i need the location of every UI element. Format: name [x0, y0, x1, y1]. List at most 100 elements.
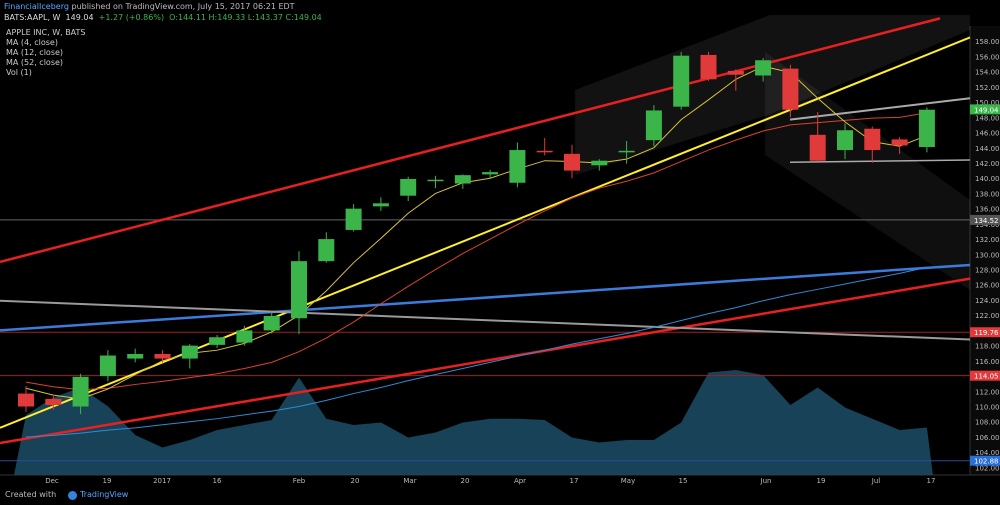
x-tick-label: 17: [570, 477, 579, 485]
candle-body: [837, 130, 853, 151]
legend-ma52[interactable]: MA (52, close): [6, 58, 64, 67]
tradingview-brand[interactable]: TradingView: [80, 490, 129, 499]
triangle-lower-line: [789, 159, 971, 163]
y-tick-label: 106.00: [975, 434, 1000, 442]
candle-body: [209, 337, 226, 345]
y-tick-label: 150.00: [975, 99, 1000, 107]
candle-body: [618, 150, 635, 153]
price-label-text: 134.52: [974, 217, 999, 225]
x-tick-label: Apr: [514, 477, 526, 485]
candle-body: [427, 179, 444, 182]
candle-body: [99, 355, 116, 377]
last-price: 149.04: [65, 13, 94, 22]
candle-body: [864, 128, 881, 151]
symbol-line: BATS:AAPL, W 149.04 +1.27 (+0.86%) O:144…: [4, 13, 322, 22]
x-tick-label: Dec: [45, 477, 59, 485]
candle-body: [154, 353, 171, 359]
price-label-box: [970, 104, 1000, 115]
price-label-box: [970, 327, 1000, 338]
price-label-text: 149.04: [974, 106, 999, 114]
candle-body: [509, 150, 526, 183]
x-tick-label: 16: [213, 477, 222, 485]
y-tick-label: 108.00: [975, 419, 1000, 427]
legend-volume[interactable]: Vol (1): [6, 68, 32, 77]
candle-body: [891, 139, 908, 146]
x-tick-label: 20: [461, 477, 470, 485]
rising-channel: [574, 14, 971, 176]
y-tick-label: 128.00: [975, 267, 1000, 275]
published-text: published on TradingView.com, July 15, 2…: [71, 2, 295, 11]
candle-body: [372, 203, 389, 207]
triangle-upper-line: [789, 97, 971, 121]
candle-body: [454, 175, 471, 184]
y-tick-label: 136.00: [975, 206, 1000, 214]
candle-body: [700, 54, 717, 80]
x-tick-label: Jul: [871, 477, 881, 485]
x-tick-label: 19: [103, 477, 112, 485]
price-change: +1.27 (+0.86%): [98, 13, 165, 22]
y-tick-label: 118.00: [975, 343, 1000, 351]
y-tick-label: 144.00: [975, 145, 1000, 153]
publisher-line: FinancialIceberg published on TradingVie…: [4, 2, 295, 11]
y-tick-label: 102.00: [975, 464, 1000, 472]
candle-body: [536, 150, 553, 153]
price-label-box: [970, 370, 1000, 381]
x-tick-label: 20: [351, 477, 360, 485]
candle-body: [755, 60, 772, 76]
y-tick-label: 112.00: [975, 388, 1000, 396]
candle-body: [127, 353, 144, 359]
y-tick-label: 146.00: [975, 130, 1000, 138]
y-tick-label: 142.00: [975, 160, 1000, 168]
legend-symbol[interactable]: APPLE INC, W, BATS: [6, 28, 86, 37]
symbol[interactable]: BATS:AAPL, W: [4, 13, 61, 22]
candle-body: [782, 68, 799, 110]
legend-ma12[interactable]: MA (12, close): [6, 48, 64, 57]
ohlc-values: O:144.11 H:149.33 L:143.37 C:149.04: [169, 13, 322, 22]
y-tick-label: 104.00: [975, 449, 1000, 457]
x-tick-label: 2017: [153, 477, 171, 485]
lower-red-trendline: [0, 277, 971, 445]
y-tick-label: 140.00: [975, 175, 1000, 183]
y-tick-label: 122.00: [975, 312, 1000, 320]
candle-body: [72, 376, 89, 407]
created-with-text: Created with: [5, 490, 57, 499]
candle-body: [564, 153, 580, 171]
publisher-name[interactable]: FinancialIceberg: [4, 2, 69, 11]
candle-body: [591, 160, 608, 166]
y-tick-label: 156.00: [975, 53, 1000, 61]
candle-body: [263, 315, 280, 331]
candle-body: [918, 109, 935, 148]
y-tick-label: 152.00: [975, 84, 1000, 92]
candle-body: [45, 398, 62, 405]
legend-ma4[interactable]: MA (4, close): [6, 38, 58, 47]
x-tick-label: 19: [817, 477, 826, 485]
price-label-box: [970, 455, 1000, 466]
y-tick-label: 158.00: [975, 38, 1000, 46]
y-tick-label: 132.00: [975, 236, 1000, 244]
price-axis-panel: [970, 26, 1000, 475]
candle-body: [727, 70, 744, 75]
upper-red-trendline: [0, 17, 941, 264]
volume-area: [14, 370, 933, 475]
x-tick-label: May: [621, 477, 635, 485]
candle-body: [482, 172, 499, 175]
y-tick-label: 124.00: [975, 297, 1000, 305]
chart-header: FinancialIceberg published on TradingVie…: [0, 0, 1000, 26]
tradingview-logo-icon: [68, 491, 77, 500]
candle-body: [318, 239, 335, 262]
y-tick-label: 116.00: [975, 358, 1000, 366]
price-label-text: 102.88: [974, 458, 999, 466]
x-tick-label: 17: [927, 477, 936, 485]
price-label-box: [970, 214, 1000, 225]
candle-body: [345, 208, 362, 230]
price-label-text: 119.76: [974, 329, 999, 337]
candle-body: [809, 134, 826, 161]
x-tick-label: 15: [679, 477, 688, 485]
candle-body: [645, 110, 662, 141]
footer: Created with TradingView: [0, 487, 1000, 505]
y-tick-label: 138.00: [975, 190, 1000, 198]
ma52-line: [25, 266, 928, 438]
candle-body: [291, 261, 307, 319]
candle-body: [400, 178, 417, 196]
